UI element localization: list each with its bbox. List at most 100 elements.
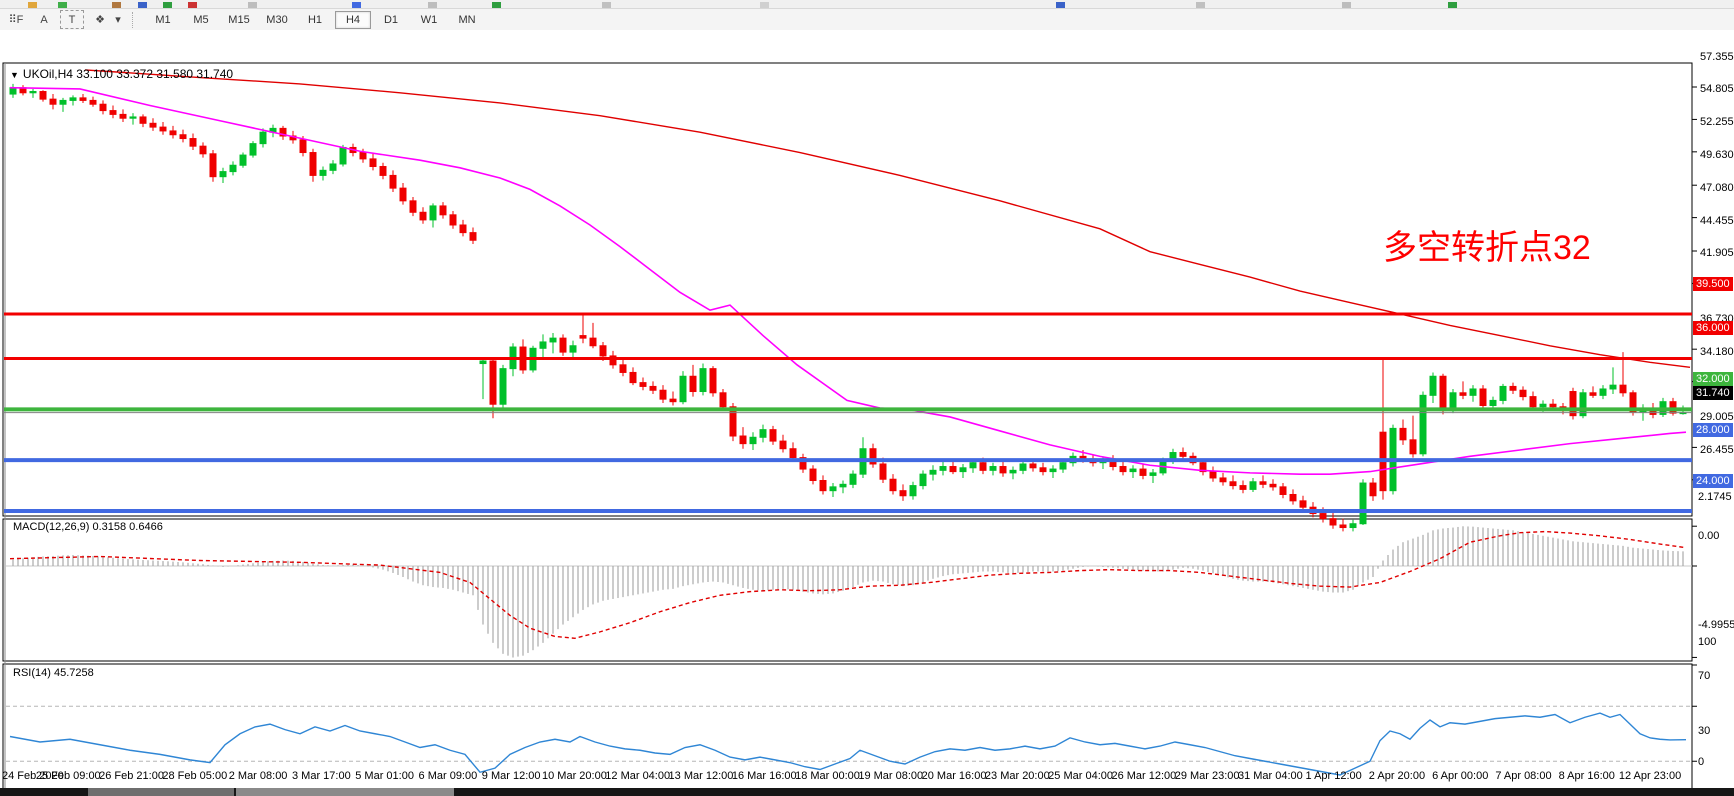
candle-body	[739, 435, 747, 445]
candle-body	[439, 205, 447, 216]
tf-button-H1[interactable]: H1	[307, 13, 323, 26]
tf-button-H4[interactable]: H4	[335, 10, 371, 29]
candle-body	[49, 98, 57, 105]
dropdown-caret-icon[interactable]: ▾	[115, 14, 121, 26]
clipped-icon-fragment	[138, 2, 147, 8]
tf-button-MN[interactable]: MN	[458, 13, 476, 26]
candle-body	[549, 337, 557, 343]
tf-button-M1[interactable]: M1	[155, 13, 171, 26]
objects-icon[interactable]: ❖	[95, 14, 105, 26]
candle-body	[199, 145, 207, 155]
candle-body	[1129, 468, 1137, 473]
candle-body	[929, 469, 937, 475]
candle-body	[429, 205, 437, 221]
tf-button-M30[interactable]: M30	[266, 13, 288, 26]
candle-body	[1149, 472, 1157, 476]
candle-body	[329, 163, 337, 171]
candle-body	[979, 462, 987, 471]
candle-body	[719, 392, 727, 408]
text-a-icon[interactable]: A	[40, 13, 48, 26]
clipped-icon-fragment	[428, 2, 437, 8]
candle-body	[1519, 389, 1527, 398]
price-tick-label: 26.455	[1700, 443, 1734, 456]
candle-body	[139, 116, 147, 124]
candle-body	[609, 355, 617, 366]
candle-body	[819, 480, 827, 492]
candle-body	[1499, 385, 1507, 401]
candle-body	[249, 143, 257, 156]
candle-body	[779, 440, 787, 450]
symbol-dropdown-icon[interactable]: ▼	[10, 70, 19, 80]
macd-panel	[2, 518, 1693, 662]
candle-body	[729, 406, 737, 437]
candle-body	[319, 169, 327, 176]
candle-body	[559, 337, 567, 353]
candle-body	[1479, 388, 1487, 407]
macd-indicator-label: MACD(12,26,9) 0.3158 0.6466	[13, 521, 163, 533]
candle-body	[679, 375, 687, 403]
date-axis-label: 8 Apr 16:00	[1558, 770, 1615, 782]
candle-body	[1209, 471, 1217, 479]
candle-body	[1489, 399, 1497, 407]
candle-body	[259, 131, 267, 145]
candle-body	[1509, 385, 1517, 391]
candle-body	[309, 152, 317, 176]
tf-button-W1[interactable]: W1	[420, 13, 438, 26]
rsi-axis-label: 100	[1698, 636, 1717, 648]
candle-body	[409, 200, 417, 213]
candle-body	[1619, 384, 1627, 394]
candle-body	[999, 466, 1007, 474]
candle-body	[619, 364, 627, 373]
candle-body	[419, 211, 427, 221]
candle-body	[1549, 403, 1557, 408]
candle-body	[849, 473, 857, 485]
candle-body	[1439, 375, 1447, 412]
candle-body	[1219, 477, 1227, 483]
price-badge-36.000: 36.000	[1693, 321, 1733, 336]
candle-body	[1199, 462, 1207, 473]
candle-body	[1119, 466, 1127, 473]
candle-body	[79, 97, 87, 101]
grid-f-icon[interactable]: ⠿F	[8, 14, 24, 26]
tf-button-M15[interactable]: M15	[228, 13, 250, 26]
clipped-icon-fragment	[1056, 2, 1065, 8]
candle-body	[579, 335, 587, 339]
candle-body	[169, 130, 177, 136]
date-axis-label: 9 Mar 12:00	[481, 770, 541, 782]
candle-body	[1349, 523, 1357, 529]
candle-body	[1009, 469, 1017, 474]
candle-body	[69, 97, 77, 101]
candle-body	[1569, 391, 1577, 417]
clipped-icon-fragment	[1342, 2, 1351, 8]
tf-button-D1[interactable]: D1	[383, 13, 399, 26]
candle-body	[759, 429, 767, 438]
date-axis-label: 1 Apr 12:00	[1305, 770, 1362, 782]
candle-body	[39, 91, 47, 100]
candle-body	[1399, 427, 1407, 441]
candle-body	[1609, 384, 1617, 390]
price-tick-label: 47.080	[1700, 181, 1734, 194]
text-frame-icon[interactable]: T	[60, 10, 84, 29]
chart-canvas[interactable]	[0, 30, 1734, 796]
date-axis-label: 6 Mar 09:00	[418, 770, 478, 782]
chart-annotation-text: 多空转折点32	[1383, 229, 1591, 267]
candle-body	[1239, 485, 1247, 490]
date-axis-label: 28 Feb 05:00	[162, 770, 228, 782]
date-axis-label: 31 Mar 04:00	[1237, 770, 1303, 782]
candle-body	[829, 486, 837, 492]
candle-body	[339, 146, 347, 165]
candle-body	[709, 368, 717, 394]
tf-button-M5[interactable]: M5	[193, 13, 209, 26]
candle-body	[1579, 392, 1587, 417]
candle-body	[209, 153, 217, 178]
candle-body	[899, 490, 907, 497]
date-axis-label: 3 Mar 17:00	[291, 770, 351, 782]
candle-body	[1359, 482, 1367, 525]
candle-body	[1179, 452, 1187, 457]
bottom-window-edge	[0, 788, 1734, 796]
candle-body	[839, 483, 847, 488]
candle-body	[989, 466, 997, 471]
candle-body	[389, 174, 397, 189]
candle-body	[1529, 396, 1537, 408]
candle-body	[1319, 513, 1327, 520]
